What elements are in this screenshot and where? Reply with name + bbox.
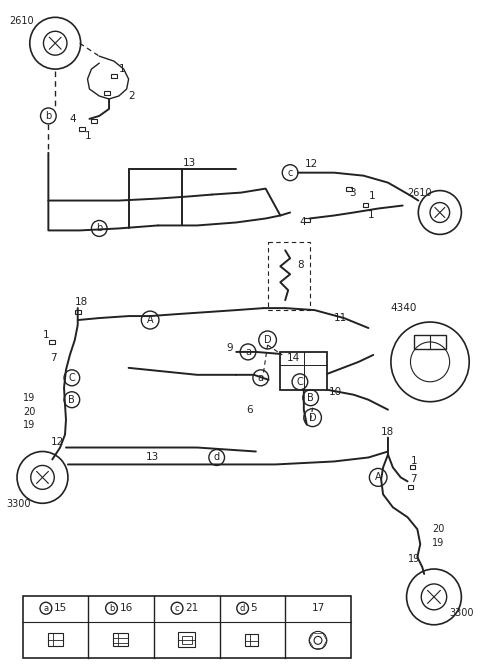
Bar <box>75 310 81 314</box>
Bar <box>49 340 55 344</box>
Text: C: C <box>69 373 75 383</box>
Text: 12: 12 <box>50 436 63 446</box>
Text: b: b <box>96 223 102 233</box>
Text: 12: 12 <box>305 159 318 169</box>
Text: A: A <box>147 315 154 325</box>
Bar <box>304 219 310 223</box>
Text: 20: 20 <box>23 407 36 417</box>
Text: B: B <box>307 393 314 403</box>
Text: 1: 1 <box>410 456 417 466</box>
Bar <box>346 187 352 191</box>
Text: 3: 3 <box>349 188 356 198</box>
Text: 1: 1 <box>84 131 91 141</box>
Bar <box>79 127 84 131</box>
Bar <box>362 203 368 207</box>
Text: 2610: 2610 <box>408 188 432 198</box>
Text: 11: 11 <box>334 313 348 323</box>
Text: 13: 13 <box>182 158 196 168</box>
Bar <box>408 485 413 489</box>
Text: 7: 7 <box>50 353 57 363</box>
Text: a: a <box>245 347 251 357</box>
Text: a: a <box>43 604 48 612</box>
Text: 18: 18 <box>381 426 395 437</box>
Bar <box>245 634 258 646</box>
Text: 3300: 3300 <box>450 608 474 618</box>
Text: c: c <box>288 168 293 178</box>
Text: d: d <box>214 452 220 462</box>
Text: 20: 20 <box>432 524 444 534</box>
Text: 6: 6 <box>246 405 252 415</box>
Text: 19: 19 <box>23 393 35 403</box>
Text: d: d <box>240 604 245 612</box>
Text: 7: 7 <box>410 474 417 484</box>
Bar <box>91 119 97 123</box>
Text: 10: 10 <box>329 387 342 397</box>
Text: a: a <box>258 373 264 383</box>
Text: 8: 8 <box>297 260 303 270</box>
Text: 13: 13 <box>146 452 159 462</box>
Text: 1: 1 <box>119 64 125 74</box>
Bar <box>409 465 415 469</box>
Text: 2: 2 <box>129 91 135 101</box>
Text: 19: 19 <box>23 420 35 430</box>
Bar <box>111 74 117 78</box>
Bar <box>280 352 327 390</box>
Text: 9: 9 <box>227 343 233 353</box>
Bar <box>23 596 351 658</box>
Text: 3300: 3300 <box>6 499 31 509</box>
Text: c: c <box>175 604 180 612</box>
Text: 15: 15 <box>54 603 67 613</box>
Text: D: D <box>309 413 316 423</box>
Text: 17: 17 <box>312 603 324 613</box>
Bar <box>414 335 446 349</box>
Bar <box>104 91 110 95</box>
Text: 1: 1 <box>43 330 49 340</box>
Text: b: b <box>45 111 51 121</box>
Text: 14: 14 <box>287 353 300 363</box>
Text: 4: 4 <box>70 114 76 124</box>
Text: 4340: 4340 <box>391 303 417 313</box>
Text: 2610: 2610 <box>9 17 34 27</box>
Text: 4: 4 <box>300 217 307 227</box>
Bar <box>48 633 62 646</box>
Text: 21: 21 <box>185 603 198 613</box>
Text: 18: 18 <box>75 297 88 307</box>
Text: 1: 1 <box>368 191 375 201</box>
Text: 1: 1 <box>367 211 374 221</box>
Text: 19: 19 <box>432 538 444 548</box>
Text: b: b <box>109 604 114 612</box>
Bar <box>113 633 128 646</box>
Bar <box>182 636 192 644</box>
Text: B: B <box>69 395 75 405</box>
Text: 19: 19 <box>408 554 420 564</box>
Text: C: C <box>297 377 303 387</box>
Bar <box>178 632 195 647</box>
Text: 5: 5 <box>251 603 257 613</box>
Text: 16: 16 <box>120 603 132 613</box>
Text: D: D <box>264 335 271 345</box>
Text: A: A <box>375 472 382 482</box>
